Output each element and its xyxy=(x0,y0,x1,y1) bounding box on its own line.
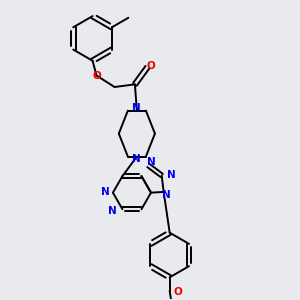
Text: N: N xyxy=(108,206,116,215)
Text: N: N xyxy=(133,154,141,164)
Text: N: N xyxy=(147,157,155,167)
Text: N: N xyxy=(162,190,171,200)
Text: N: N xyxy=(167,170,176,181)
Text: O: O xyxy=(147,61,156,71)
Text: N: N xyxy=(133,103,141,113)
Text: O: O xyxy=(174,287,182,297)
Text: O: O xyxy=(92,70,101,80)
Text: N: N xyxy=(101,187,110,197)
